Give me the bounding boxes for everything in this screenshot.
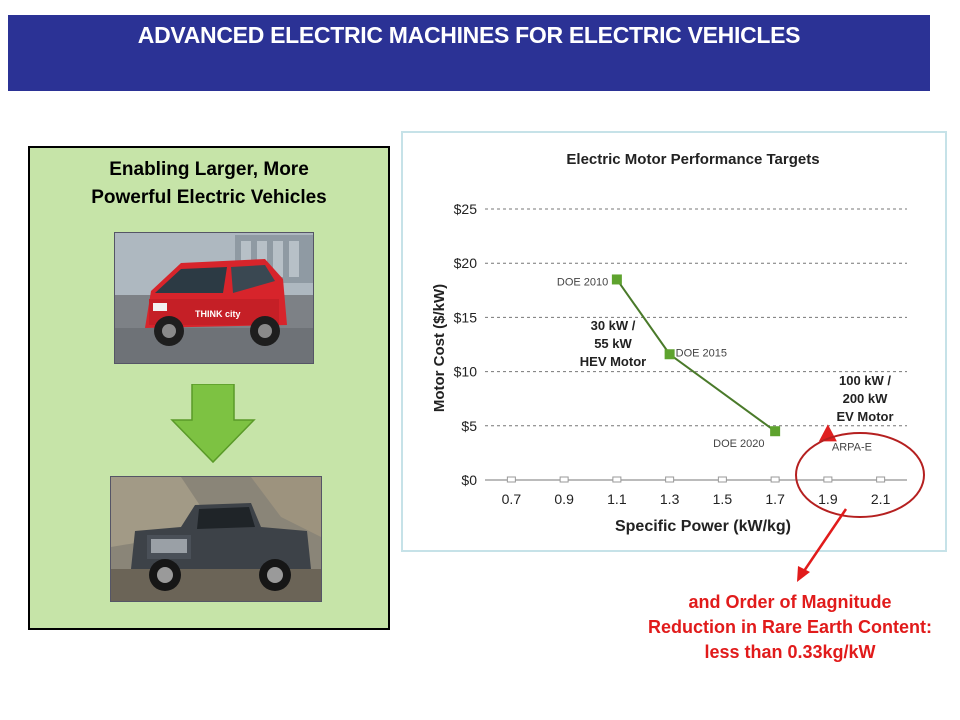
arpa-e-label: ARPA-E [832, 441, 872, 453]
chart-title: Electric Motor Performance Targets [566, 151, 819, 168]
x-tick-mark [506, 476, 516, 483]
x-tick-mark [612, 476, 622, 483]
x-axis-label: Specific Power (kW/kg) [615, 518, 791, 535]
data-point-marker [611, 274, 622, 285]
motor-annotation-line: 55 kW [594, 336, 632, 351]
x-tick-label: 0.9 [554, 491, 574, 507]
x-tick-mark [559, 476, 569, 483]
motor-annotation-line: 100 kW / [839, 373, 891, 388]
data-point-label: DOE 2010 [557, 276, 608, 288]
note-line3: less than 0.33kg/kW [704, 642, 876, 662]
y-tick-label: $25 [454, 201, 478, 217]
motor-annotation-line: 200 kW [843, 391, 889, 406]
x-tick-mark [665, 476, 675, 483]
x-tick-mark [823, 476, 833, 483]
car-badge-text: THINK city [195, 309, 241, 319]
y-tick-label: $20 [454, 255, 478, 271]
y-tick-label: $0 [461, 472, 477, 488]
panel-heading: Enabling Larger, More Powerful Electric … [30, 156, 388, 212]
data-point-label: DOE 2015 [676, 347, 727, 359]
data-point-label: DOE 2020 [713, 438, 764, 450]
data-point-marker [664, 349, 675, 360]
title-banner: ADVANCED ELECTRIC MACHINES FOR ELECTRIC … [8, 15, 930, 91]
x-tick-label: 2.1 [871, 491, 891, 507]
x-tick-mark [770, 476, 780, 483]
motor-annotation-line: HEV Motor [580, 354, 646, 369]
rare-earth-note: and Order of Magnitude Reduction in Rare… [620, 590, 960, 665]
x-tick-label: 1.1 [607, 491, 627, 507]
y-tick-label: $5 [461, 418, 477, 434]
x-tick-label: 1.3 [660, 491, 680, 507]
y-tick-label: $10 [454, 364, 478, 380]
callout-arrowhead-icon [797, 566, 810, 582]
x-tick-mark [717, 476, 727, 483]
note-line1: and Order of Magnitude [688, 592, 892, 612]
data-point-marker [770, 426, 781, 437]
y-axis-label: Motor Cost ($/kW) [431, 284, 448, 412]
x-tick-label: 1.5 [713, 491, 733, 507]
y-tick-label: $15 [454, 309, 478, 325]
arpa-e-target-marker [818, 424, 837, 442]
motor-annotation-line: 30 kW / [591, 318, 636, 333]
slide-title: ADVANCED ELECTRIC MACHINES FOR ELECTRIC … [137, 22, 801, 48]
panel-heading-line1: Enabling Larger, More [109, 159, 309, 180]
chart-panel: Electric Motor Performance Targets Speci… [401, 131, 947, 552]
vehicle-panel: Enabling Larger, More Powerful Electric … [28, 146, 390, 630]
x-tick-label: 0.7 [502, 491, 522, 507]
small-ev-photo: THINK city [114, 232, 314, 364]
panel-heading-line2: Powerful Electric Vehicles [91, 187, 327, 208]
arrow-down-icon [170, 384, 256, 464]
performance-chart: Electric Motor Performance Targets Speci… [431, 151, 907, 535]
pickup-truck-photo [110, 476, 322, 602]
note-line2: Reduction in Rare Earth Content: [647, 617, 932, 637]
x-tick-label: 1.7 [765, 491, 785, 507]
x-tick-mark [876, 476, 886, 483]
motor-annotation-line: EV Motor [836, 409, 893, 424]
x-tick-label: 1.9 [818, 491, 838, 507]
